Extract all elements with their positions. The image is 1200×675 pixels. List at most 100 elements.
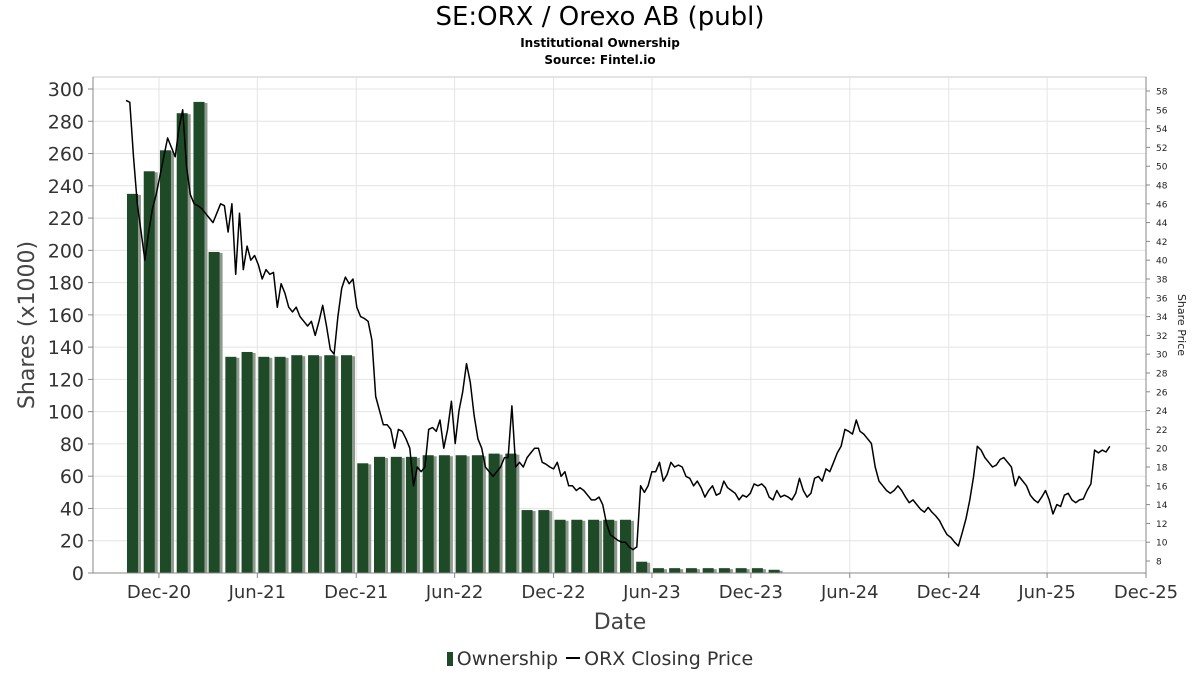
y2-tick-label: 38 [1156, 276, 1168, 286]
y2-tick-label: 54 [1156, 125, 1168, 135]
ownership-bar [438, 455, 450, 573]
chart-source: Source: Fintel.io [544, 53, 656, 67]
ownership-bar [588, 519, 600, 573]
ownership-bar [193, 101, 205, 573]
ownership-bar [685, 568, 697, 573]
y2-tick-label: 8 [1156, 558, 1162, 568]
ownership-bars [126, 101, 783, 574]
ownership-bar [143, 171, 155, 573]
price-line [125, 99, 1111, 551]
y2-tick-label: 40 [1156, 257, 1168, 267]
legend-price-swatch [566, 657, 581, 659]
ownership-bar [455, 455, 467, 573]
y2-tick-label: 52 [1156, 144, 1167, 154]
ownership-bar [422, 455, 434, 573]
ownership-bar [652, 568, 664, 573]
x-tick-label: Jun-25 [1017, 582, 1076, 603]
y-tick-label: 220 [48, 208, 84, 230]
ownership-bar [208, 251, 220, 574]
x-tick-label: Jun-23 [622, 582, 681, 603]
ownership-bar [341, 355, 353, 573]
ownership-bar [571, 519, 583, 573]
chart-subtitle: Institutional Ownership [520, 36, 680, 50]
ownership-bar [291, 355, 303, 573]
chart-title: SE:ORX / Orexo AB (publ) [435, 2, 765, 32]
axes: 0 20 40 60 80 100 120 140 160 180 200 220 240 260 280 3… [48, 77, 1178, 603]
ownership-bar [488, 453, 500, 573]
ownership-bar [603, 519, 615, 573]
x-tick-label: Dec-21 [324, 582, 388, 603]
ownership-bar [390, 456, 402, 573]
y2-tick-label: 50 [1156, 163, 1168, 173]
ownership-bar [538, 510, 550, 573]
x-tick-label: Jun-22 [425, 582, 484, 603]
y2-tick-label: 10 [1156, 539, 1168, 549]
x-tick-label: Jun-21 [228, 582, 287, 603]
ownership-bar [702, 568, 714, 573]
y-tick-label: 260 [48, 144, 84, 166]
ownership-bar [554, 519, 566, 573]
y-tick-label: 200 [48, 240, 84, 262]
ownership-bar [126, 193, 138, 573]
y-axis-label: Shares (x1000) [15, 241, 40, 409]
y-tick-label: 100 [48, 402, 84, 424]
y2-tick-label: 16 [1156, 482, 1168, 492]
y2-tick-label: 14 [1156, 501, 1168, 511]
legend-ownership-swatch [446, 652, 453, 666]
y-tick-label: 40 [60, 498, 84, 520]
y2-tick-label: 56 [1156, 106, 1168, 116]
y2-tick-label: 44 [1156, 219, 1168, 229]
ownership-bar [405, 456, 417, 573]
legend-price-label: ORX Closing Price [584, 648, 754, 670]
y-tick-label: 300 [48, 79, 84, 101]
y2-tick-label: 20 [1156, 445, 1168, 455]
y-tick-label: 20 [60, 531, 84, 553]
x-tick-label: Dec-20 [127, 582, 191, 603]
ownership-bar [308, 355, 320, 573]
y2-tick-label: 28 [1156, 370, 1168, 380]
y-tick-label: 180 [48, 273, 84, 295]
ownership-bar [225, 356, 237, 573]
y-tick-label: 60 [60, 466, 84, 488]
ownership-bar [718, 568, 730, 573]
ownership-bar [768, 569, 780, 573]
legend: Ownership ORX Closing Price [0, 648, 1200, 670]
y2-tick-label: 58 [1156, 88, 1168, 98]
x-tick-label: Jun-24 [820, 582, 879, 603]
ownership-bar [176, 113, 188, 573]
y2-tick-label: 34 [1156, 313, 1168, 323]
ownership-bar [669, 568, 681, 573]
y2-tick-label: 48 [1156, 182, 1168, 192]
ownership-bar [636, 561, 648, 573]
y2-tick-label: 36 [1156, 294, 1168, 304]
y2-tick-label: 24 [1156, 407, 1168, 417]
ownership-bar [751, 568, 763, 573]
x-tick-label: Dec-22 [521, 582, 585, 603]
ownership-bar [374, 456, 386, 573]
price-line-group [125, 99, 1111, 551]
y-tick-label: 80 [60, 434, 84, 456]
x-tick-label: Dec-24 [917, 582, 981, 603]
ownership-bar [521, 510, 533, 573]
ownership-bar [274, 356, 286, 573]
ownership-bar [357, 463, 369, 573]
y-tick-label: 280 [48, 111, 84, 133]
ownership-bar [258, 356, 270, 573]
y-tick-label: 160 [48, 305, 84, 327]
y-tick-label: 0 [72, 563, 84, 585]
ownership-bar [505, 453, 517, 573]
ownership-bar [471, 455, 483, 573]
x-tick-label: Dec-25 [1114, 582, 1178, 603]
ownership-bar [619, 519, 631, 573]
ownership-bar [735, 568, 747, 573]
y2-axis-label: Share Price [1175, 294, 1188, 356]
y2-tick-label: 46 [1156, 200, 1168, 210]
y2-tick-label: 26 [1156, 388, 1168, 398]
ownership-bar [241, 351, 253, 573]
y2-tick-label: 18 [1156, 464, 1168, 474]
ownership-bar [159, 150, 171, 573]
y2-tick-label: 12 [1156, 520, 1167, 530]
y2-tick-label: 32 [1156, 332, 1167, 342]
y2-tick-label: 42 [1156, 238, 1167, 248]
